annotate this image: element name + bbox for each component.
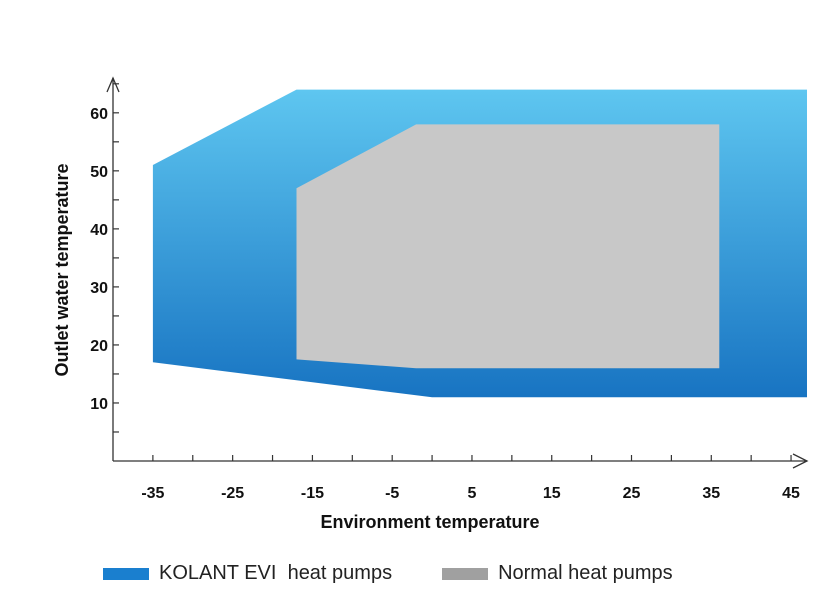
y-tick-label: 60 <box>90 106 108 123</box>
y-tick-label: 30 <box>90 280 108 297</box>
y-axis-arrow <box>106 76 120 93</box>
legend-swatch-normal <box>442 567 489 580</box>
x-tick-label: 15 <box>543 485 561 502</box>
legend-label-evi: KOLANT EVI heat pumps <box>159 562 393 584</box>
x-axis-arrow <box>792 453 809 469</box>
y-axis-title: Outlet water temperature <box>52 163 72 376</box>
x-tick-label: 5 <box>468 485 477 502</box>
x-axis-title: Environment temperature <box>320 512 539 532</box>
area-normal-heat-pumps <box>296 124 720 369</box>
y-tick-label: 50 <box>90 164 108 181</box>
legend-item-evi: KOLANT EVI heat pumps <box>103 562 392 585</box>
x-tick-label: 35 <box>702 485 720 502</box>
y-tick-label: 40 <box>90 222 108 239</box>
x-tick-label: -15 <box>301 485 324 502</box>
x-tick-label: -5 <box>385 485 399 502</box>
x-tick-label: -35 <box>141 485 164 502</box>
x-tick-label: 25 <box>623 485 641 502</box>
legend-label-normal: Normal heat pumps <box>498 562 673 584</box>
x-tick-label: -25 <box>221 485 244 502</box>
x-tick-label: 45 <box>782 485 800 502</box>
legend-swatch-evi <box>103 567 149 580</box>
y-tick-label: 10 <box>90 396 108 413</box>
legend-item-normal: Normal heat pumps <box>442 562 673 585</box>
y-tick-label: 20 <box>90 338 108 355</box>
legend: KOLANT EVI heat pumps Normal heat pumps <box>103 562 673 585</box>
